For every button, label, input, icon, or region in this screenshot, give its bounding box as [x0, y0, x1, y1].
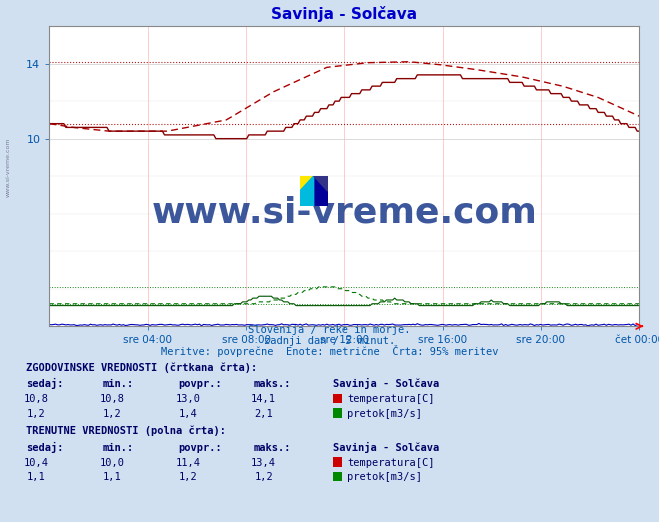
Text: 10,8: 10,8 — [100, 394, 125, 404]
Text: Savinja - Solčava: Savinja - Solčava — [333, 378, 439, 389]
Text: Slovenija / reke in morje.: Slovenija / reke in morje. — [248, 325, 411, 335]
Text: pretok[m3/s]: pretok[m3/s] — [347, 472, 422, 482]
Text: zadnji dan / 5 minut.: zadnji dan / 5 minut. — [264, 336, 395, 346]
Text: TRENUTNE VREDNOSTI (polna črta):: TRENUTNE VREDNOSTI (polna črta): — [26, 426, 226, 436]
Text: 1,4: 1,4 — [179, 409, 197, 419]
Text: www.si-vreme.com: www.si-vreme.com — [5, 137, 11, 197]
Text: temperatura[C]: temperatura[C] — [347, 394, 435, 404]
Bar — [300, 191, 314, 206]
Text: sedaj:: sedaj: — [26, 378, 64, 389]
Text: 14,1: 14,1 — [251, 394, 276, 404]
Text: min.:: min.: — [102, 443, 133, 453]
Text: sedaj:: sedaj: — [26, 442, 64, 453]
Text: maks.:: maks.: — [254, 443, 291, 453]
Text: 2,1: 2,1 — [254, 409, 273, 419]
Text: 10,4: 10,4 — [24, 458, 49, 468]
Text: ZGODOVINSKE VREDNOSTI (črtkana črta):: ZGODOVINSKE VREDNOSTI (črtkana črta): — [26, 362, 258, 373]
Bar — [314, 176, 328, 206]
Text: pretok[m3/s]: pretok[m3/s] — [347, 409, 422, 419]
Text: 13,4: 13,4 — [251, 458, 276, 468]
Text: povpr.:: povpr.: — [178, 443, 221, 453]
Text: 1,1: 1,1 — [103, 472, 121, 482]
Text: min.:: min.: — [102, 379, 133, 389]
Text: 1,2: 1,2 — [27, 409, 45, 419]
Text: 10,0: 10,0 — [100, 458, 125, 468]
Text: Meritve: povprečne  Enote: metrične  Črta: 95% meritev: Meritve: povprečne Enote: metrične Črta:… — [161, 346, 498, 358]
Text: 1,2: 1,2 — [103, 409, 121, 419]
Text: 1,2: 1,2 — [179, 472, 197, 482]
Text: www.si-vreme.com: www.si-vreme.com — [152, 195, 537, 229]
Title: Savinja - Solčava: Savinja - Solčava — [272, 6, 417, 22]
Text: Savinja - Solčava: Savinja - Solčava — [333, 442, 439, 453]
Polygon shape — [300, 176, 314, 206]
Polygon shape — [314, 176, 328, 191]
Text: temperatura[C]: temperatura[C] — [347, 458, 435, 468]
Text: povpr.:: povpr.: — [178, 379, 221, 389]
Text: maks.:: maks.: — [254, 379, 291, 389]
Text: 13,0: 13,0 — [175, 394, 200, 404]
Text: 1,2: 1,2 — [254, 472, 273, 482]
Text: 11,4: 11,4 — [175, 458, 200, 468]
Text: 10,8: 10,8 — [24, 394, 49, 404]
Text: 1,1: 1,1 — [27, 472, 45, 482]
Bar — [300, 176, 314, 191]
